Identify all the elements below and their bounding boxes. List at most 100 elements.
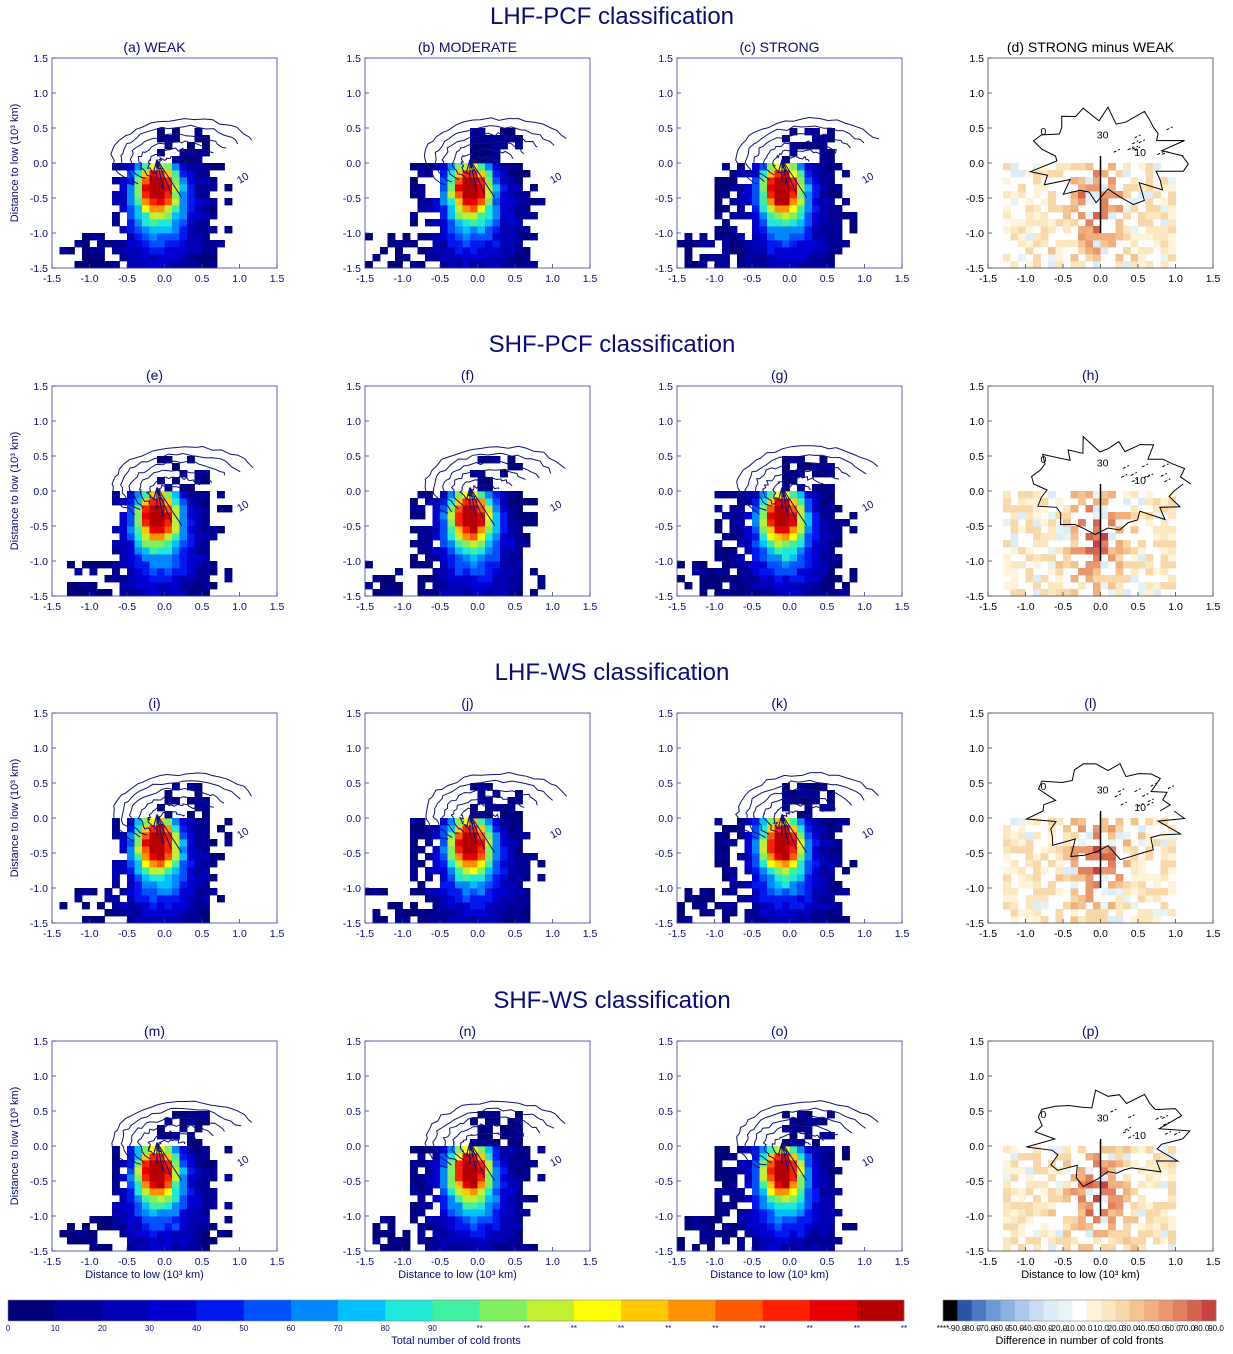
- diff-cell: [1138, 895, 1146, 903]
- heat-cell: [789, 247, 798, 255]
- contour-line: [147, 1130, 200, 1157]
- heat-cell: [440, 240, 448, 248]
- x-tick-label: -1.0: [705, 1256, 723, 1268]
- heat-cell: [515, 909, 523, 917]
- heat-cell: [82, 582, 90, 590]
- heat-cell: [440, 1160, 448, 1168]
- heat-cell: [164, 1230, 173, 1238]
- heat-cell: [74, 895, 83, 903]
- heat-cell: [782, 874, 790, 882]
- contour-line: [469, 814, 496, 853]
- diff-cell: [1153, 582, 1161, 590]
- heat-cell: [470, 184, 478, 192]
- heat-cell: [485, 783, 493, 791]
- heat-cell: [477, 1188, 486, 1196]
- heat-cell: [179, 575, 188, 583]
- heat-cell: [507, 1160, 516, 1168]
- heat-cell: [707, 895, 715, 903]
- heat-cell: [470, 233, 478, 241]
- heat-cell: [194, 477, 203, 485]
- heat-cell: [515, 463, 523, 471]
- heat-cell: [522, 909, 531, 917]
- diff-cell: [1085, 505, 1094, 513]
- heat-cell: [692, 1216, 700, 1224]
- heat-cell: [812, 184, 820, 192]
- heat-cell: [202, 261, 210, 269]
- heat-cell: [507, 1125, 516, 1133]
- diff-cell: [1130, 512, 1139, 520]
- heat-cell: [827, 470, 835, 478]
- heat-cell: [402, 916, 411, 924]
- heat-cell: [104, 561, 113, 569]
- heat-cell: [797, 470, 805, 478]
- heat-cell: [789, 825, 798, 833]
- heat-cell: [455, 1181, 463, 1189]
- y-tick-label: -0.5: [30, 848, 48, 860]
- heat-cell: [447, 818, 456, 826]
- y-tick-label: -1.5: [343, 591, 361, 603]
- heat-cell: [722, 1188, 730, 1196]
- heat-cell: [759, 839, 768, 847]
- heat-cell: [157, 582, 165, 590]
- diff-cell: [1130, 547, 1139, 555]
- colorbar-tick: 40.0: [1136, 1324, 1152, 1333]
- heat-cell: [477, 547, 486, 555]
- heat-cell: [202, 1160, 210, 1168]
- heat-cell: [127, 240, 135, 248]
- heat-cell: [470, 1195, 478, 1203]
- heat-cell: [179, 1223, 188, 1231]
- diff-cell: [1040, 888, 1049, 896]
- diff-cell: [1018, 1188, 1026, 1196]
- diff-cell: [1145, 1230, 1154, 1238]
- heat-cell: [417, 526, 426, 534]
- heat-cell: [410, 1188, 418, 1196]
- heat-cell: [187, 1181, 195, 1189]
- heat-cell: [522, 170, 531, 178]
- heat-cell: [774, 554, 783, 562]
- heat-cell: [729, 170, 738, 178]
- heat-cell: [507, 1244, 516, 1252]
- heat-cell: [515, 797, 523, 805]
- heat-cell: [470, 540, 478, 548]
- heat-cell: [425, 547, 433, 555]
- heat-cell: [677, 909, 685, 917]
- heat-cell: [127, 247, 135, 255]
- heat-cell: [432, 1237, 441, 1245]
- heat-cell: [447, 1216, 456, 1224]
- diff-cell: [1033, 177, 1041, 185]
- heat-cell: [507, 881, 516, 889]
- heat-cell: [699, 575, 708, 583]
- dashed-contour: [1114, 793, 1122, 798]
- diff-cell: [1100, 205, 1109, 213]
- heat-cell: [470, 874, 478, 882]
- heat-cell: [827, 526, 835, 534]
- heat-cell: [789, 470, 798, 478]
- heat-cell: [194, 846, 203, 854]
- diff-cell: [1040, 533, 1049, 541]
- heat-cell: [149, 1209, 158, 1217]
- heat-cell: [515, 1237, 523, 1245]
- diff-cell: [1123, 561, 1131, 569]
- heat-cell: [722, 575, 730, 583]
- heat-cell: [202, 1209, 210, 1217]
- colorbar-tick: -30.0: [1034, 1324, 1053, 1333]
- heat-cell: [492, 1146, 501, 1154]
- heat-cell: [455, 909, 463, 917]
- heatmap-cells: [59, 1111, 233, 1252]
- heat-cell: [819, 484, 828, 492]
- heat-cell: [485, 163, 493, 171]
- heat-cell: [797, 1153, 805, 1161]
- diff-cell: [1078, 867, 1086, 875]
- diff-cell: [1160, 198, 1169, 206]
- dashed-contour: [1110, 1108, 1117, 1113]
- heat-cell: [507, 804, 516, 812]
- heat-cell: [380, 575, 388, 583]
- panel: (o)10-1.5 -1.0 -0.5 0.0 0.5 1.0 1.5-1.5-1.0-0.…: [655, 1023, 910, 1281]
- diff-cell: [1115, 1160, 1124, 1168]
- heat-cell: [782, 909, 790, 917]
- heat-cell: [759, 916, 768, 924]
- diff-cell: [1100, 1230, 1109, 1238]
- diff-cell: [1115, 895, 1124, 903]
- diff-cell: [1100, 533, 1109, 541]
